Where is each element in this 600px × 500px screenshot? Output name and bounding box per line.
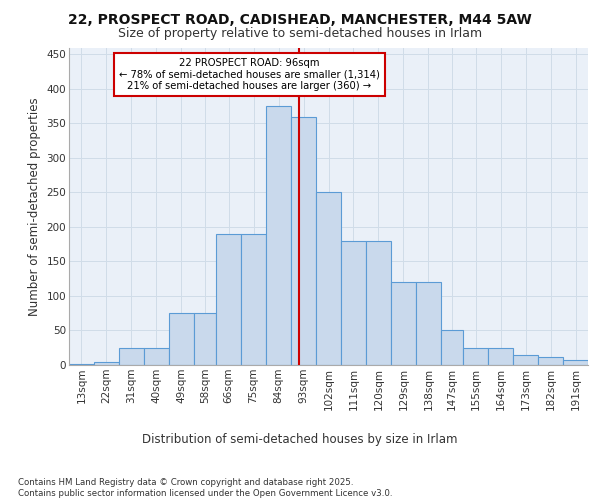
Bar bbox=[266, 106, 291, 365]
Bar bbox=[341, 241, 366, 365]
Bar bbox=[316, 192, 341, 365]
Text: Distribution of semi-detached houses by size in Irlam: Distribution of semi-detached houses by … bbox=[142, 432, 458, 446]
Bar bbox=[169, 313, 194, 365]
Text: 22 PROSPECT ROAD: 96sqm
← 78% of semi-detached houses are smaller (1,314)
21% of: 22 PROSPECT ROAD: 96sqm ← 78% of semi-de… bbox=[119, 58, 380, 91]
Text: Contains HM Land Registry data © Crown copyright and database right 2025.
Contai: Contains HM Land Registry data © Crown c… bbox=[18, 478, 392, 498]
Bar bbox=[563, 360, 588, 365]
Text: Size of property relative to semi-detached houses in Irlam: Size of property relative to semi-detach… bbox=[118, 28, 482, 40]
Bar bbox=[94, 362, 119, 365]
Bar bbox=[391, 282, 416, 365]
Text: 22, PROSPECT ROAD, CADISHEAD, MANCHESTER, M44 5AW: 22, PROSPECT ROAD, CADISHEAD, MANCHESTER… bbox=[68, 12, 532, 26]
Bar bbox=[513, 356, 538, 365]
Bar bbox=[216, 234, 241, 365]
Y-axis label: Number of semi-detached properties: Number of semi-detached properties bbox=[28, 97, 41, 316]
Bar bbox=[69, 364, 94, 365]
Bar bbox=[194, 313, 216, 365]
Bar bbox=[488, 348, 513, 365]
Bar bbox=[441, 330, 463, 365]
Bar bbox=[538, 356, 563, 365]
Bar bbox=[144, 348, 169, 365]
Bar bbox=[119, 348, 144, 365]
Bar bbox=[463, 348, 488, 365]
Bar bbox=[416, 282, 441, 365]
Bar bbox=[291, 116, 316, 365]
Bar bbox=[366, 241, 391, 365]
Bar bbox=[241, 234, 266, 365]
